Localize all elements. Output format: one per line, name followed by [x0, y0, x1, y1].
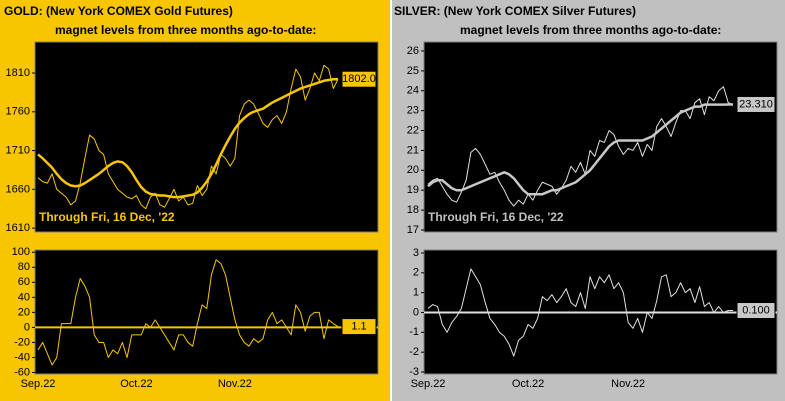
y-tick-label: 1	[413, 287, 419, 299]
value-label: 1.1	[351, 320, 366, 332]
value-label: 23.310	[739, 98, 773, 110]
series-line	[427, 103, 733, 196]
series-line	[37, 64, 339, 210]
y-tick-label: 26	[407, 45, 419, 57]
y-tick-label: 2	[413, 267, 419, 279]
y-tick-label: 21	[407, 144, 419, 156]
value-label-box	[341, 70, 377, 88]
y-tick-label: 20	[407, 164, 419, 176]
y-tick-label: 17	[407, 224, 419, 236]
y-tick-label: 60	[18, 276, 30, 288]
plot-area	[34, 249, 379, 375]
y-tick-label: 18	[407, 204, 419, 216]
y-tick-label: 1760	[6, 106, 30, 118]
x-tick-label: Sep.22	[411, 378, 446, 390]
x-tick-label: Nov.22	[611, 378, 645, 390]
y-tick-label: -2	[409, 346, 419, 358]
y-tick-label: 22	[407, 124, 419, 136]
value-label-box	[736, 95, 776, 113]
plot-area	[34, 41, 379, 233]
y-tick-label: -40	[14, 351, 30, 363]
y-tick-label: 0	[24, 321, 30, 333]
chart-subtitle: magnet levels from three months ago-to-d…	[55, 23, 316, 37]
y-tick-label: 23	[407, 105, 419, 117]
y-tick-label: 24	[407, 85, 419, 97]
series-line	[37, 259, 339, 366]
plot-area	[423, 41, 778, 233]
value-label-box	[341, 318, 377, 336]
y-tick-label: 100	[12, 246, 30, 258]
annotation: Through Fri, 16 Dec, '22	[39, 210, 175, 224]
y-tick-label: -60	[14, 366, 30, 378]
y-tick-label: 3	[413, 247, 419, 259]
y-tick-label: 19	[407, 184, 419, 196]
chart-title: GOLD: (New York COMEX Gold Futures)	[4, 4, 233, 18]
y-tick-label: 25	[407, 65, 419, 77]
y-tick-label: -3	[409, 366, 419, 378]
x-tick-label: Oct.22	[512, 378, 544, 390]
series-line	[37, 77, 338, 199]
annotation: Through Fri, 16 Dec, '22	[428, 210, 564, 224]
x-tick-label: Nov.22	[218, 378, 252, 390]
value-label: 0.100	[742, 304, 770, 316]
y-tick-label: -1	[409, 326, 419, 338]
y-tick-label: 80	[18, 261, 30, 273]
y-tick-label: -20	[14, 336, 30, 348]
x-tick-label: Oct.22	[120, 378, 152, 390]
y-tick-label: 1660	[6, 183, 30, 195]
x-tick-label: Sep.22	[21, 378, 56, 390]
chart-title: SILVER: (New York COMEX Silver Futures)	[394, 4, 636, 18]
chart-subtitle: magnet levels from three months ago-to-d…	[460, 23, 721, 37]
y-tick-label: 0	[413, 306, 419, 318]
y-tick-label: 20	[18, 306, 30, 318]
y-tick-label: 1710	[6, 144, 30, 156]
series-line	[427, 268, 733, 357]
y-tick-label: 1610	[6, 222, 30, 234]
value-label-box	[736, 302, 776, 320]
y-tick-label: 1810	[6, 67, 30, 79]
value-label: 1802.0	[342, 73, 376, 85]
y-tick-label: 40	[18, 291, 30, 303]
